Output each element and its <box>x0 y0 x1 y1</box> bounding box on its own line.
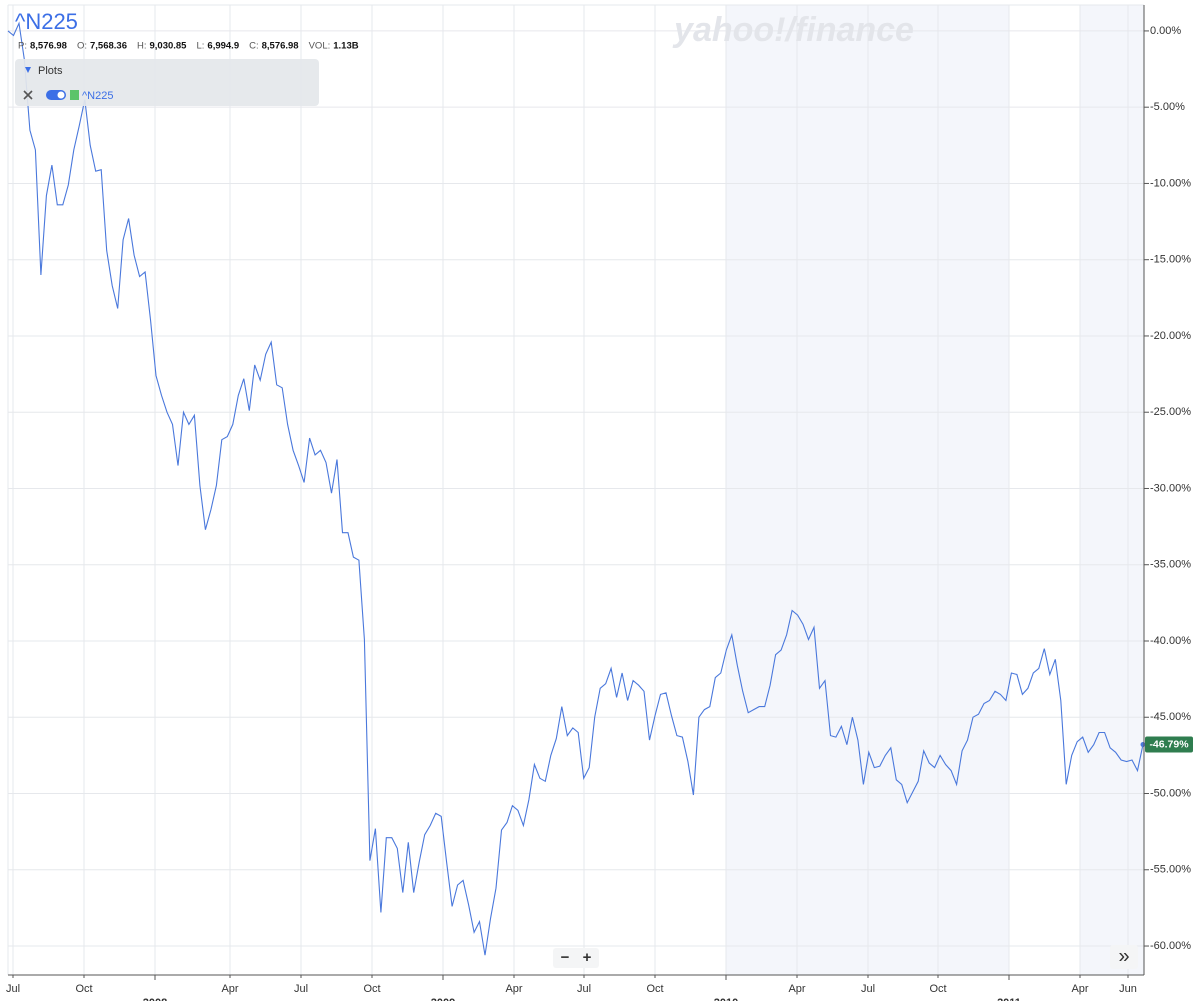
quote-label: O: <box>77 41 87 52</box>
quote-value: 9,030.85 <box>149 41 187 52</box>
x-tick-label: Apr <box>788 983 805 995</box>
quote-value: 8,576.98 <box>262 41 299 52</box>
quote-label: VOL: <box>309 41 331 52</box>
x-tick-label: Oct <box>929 983 946 995</box>
forward-button-bg <box>1110 945 1138 969</box>
remove-button[interactable] <box>23 90 33 100</box>
y-tick-label: -40.00% <box>1150 635 1191 647</box>
x-tick-label: Apr <box>221 983 238 995</box>
quote-value: 7,568.36 <box>90 41 127 52</box>
y-tick-label: -60.00% <box>1150 940 1191 952</box>
watermark: yahoo!/finance <box>672 11 914 49</box>
color-swatch <box>70 90 79 100</box>
y-tick-label: -10.00% <box>1150 177 1191 189</box>
y-tick-label: -15.00% <box>1150 254 1191 266</box>
y-tick-label: -30.00% <box>1150 482 1191 494</box>
quote-value: 6,994.9 <box>207 41 239 52</box>
quote-label: H: <box>137 41 147 52</box>
x-tick-label: 2010 <box>714 997 738 1001</box>
last-value-badge <box>1145 736 1193 753</box>
quote-label: L: <box>196 41 204 52</box>
x-tick-label: 2009 <box>431 997 455 1001</box>
toggle-knob <box>57 91 65 99</box>
x-tick-label: Oct <box>646 983 663 995</box>
symbol-title: ^N225 <box>15 9 78 34</box>
x-tick-label: Jul <box>6 983 20 995</box>
quote-value: 8,576.98 <box>30 41 67 52</box>
y-tick-label: -35.00% <box>1150 559 1191 571</box>
quote-label: P: <box>18 41 27 52</box>
y-tick-label: -50.00% <box>1150 787 1191 799</box>
grid <box>8 5 1144 975</box>
y-tick-label: -55.00% <box>1150 864 1191 876</box>
x-tick-label: Apr <box>1071 983 1088 995</box>
collapse-arrow[interactable] <box>25 67 31 73</box>
forward-button[interactable]: » <box>1118 945 1129 967</box>
price-line <box>7 21 1144 956</box>
plots-panel <box>15 59 319 106</box>
zoom-out[interactable]: − <box>561 949 570 966</box>
x-tick-label: 2008 <box>143 997 167 1001</box>
quote-line: P: 8,576.98 O: 7,568.36 H: 9,030.85 L: 6,994.9 C… <box>18 41 359 52</box>
x-tick-label: Jul <box>577 983 591 995</box>
zoom-in[interactable]: + <box>583 949 592 966</box>
quote-value: 1.13B <box>333 41 358 52</box>
x-tick-label: Apr <box>505 983 522 995</box>
y-tick-label: -20.00% <box>1150 330 1191 342</box>
y-tick-label: -5.00% <box>1150 101 1185 113</box>
shaded-period <box>1080 5 1144 975</box>
plot-entry[interactable]: ^N225 <box>82 90 113 102</box>
y-tick-label: -45.00% <box>1150 711 1191 723</box>
x-tick-label: Oct <box>75 983 92 995</box>
y-tick-label: 0.00% <box>1150 25 1181 37</box>
x-tick-label: Jul <box>294 983 308 995</box>
y-tick-label: -25.00% <box>1150 406 1191 418</box>
x-tick-label: Jun <box>1119 983 1137 995</box>
x-tick-label: 2011 <box>997 997 1021 1001</box>
zoom-controls <box>553 948 599 968</box>
x-tick-label: Oct <box>363 983 380 995</box>
last-point <box>1140 742 1146 748</box>
quote-label: C: <box>249 41 259 52</box>
plots-title: Plots <box>38 65 63 77</box>
x-tick-label: Jul <box>861 983 875 995</box>
last-value-label: -46.79% <box>1149 738 1189 750</box>
